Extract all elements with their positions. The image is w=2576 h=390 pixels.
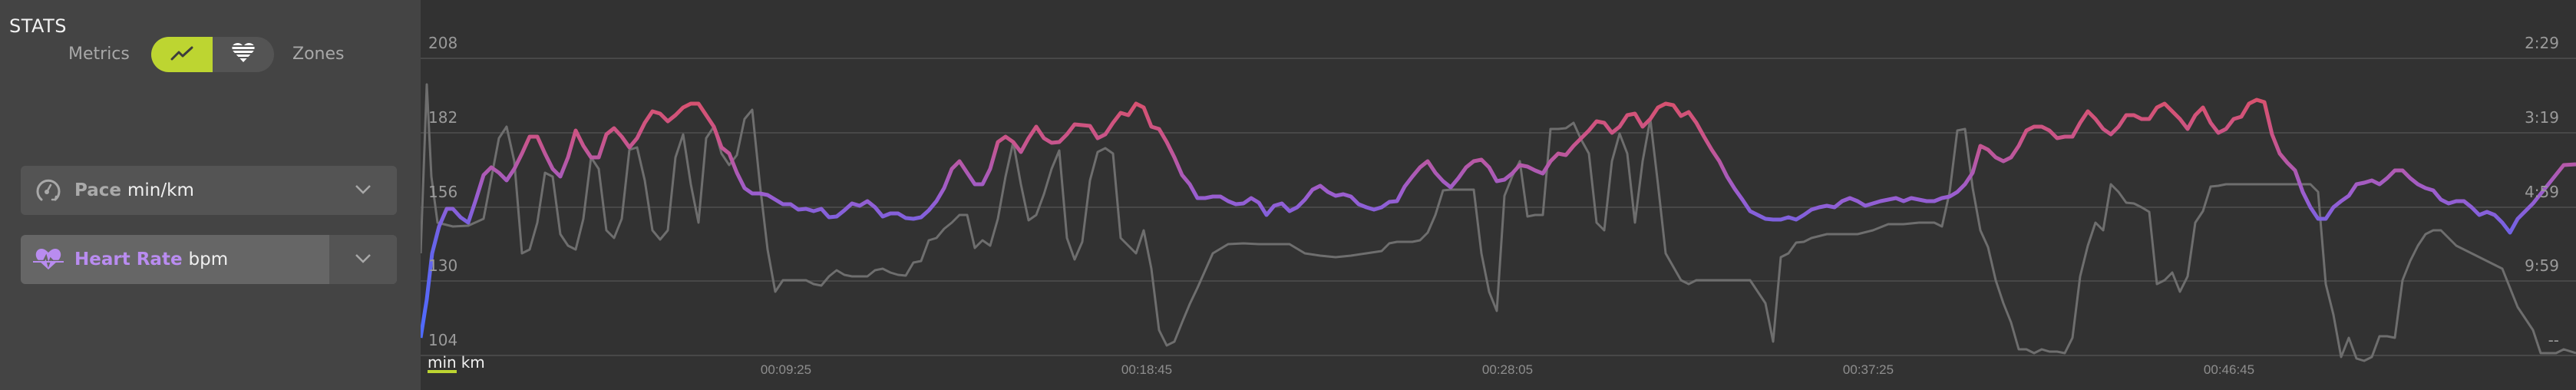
zones-toggle-button[interactable] — [213, 37, 274, 72]
chevron-down-icon — [355, 253, 372, 267]
pace-metric-name: Pace — [74, 180, 121, 200]
pace-metric-selector[interactable]: Pace min/km — [21, 166, 397, 215]
stats-chart[interactable]: 208 182 156 130 104 2:29 3:19 4:59 9:59 … — [421, 0, 2576, 390]
pace-dropdown-button[interactable] — [329, 166, 397, 215]
unit-km-option[interactable]: km — [461, 353, 485, 372]
y-right-tick: 3:19 — [2525, 108, 2559, 127]
x-tick: 00:37:25 — [1842, 362, 1894, 377]
y-left-tick: 182 — [428, 108, 458, 127]
y-right-tick-empty: -- — [2548, 331, 2559, 349]
pace-metric-unit: min/km — [127, 180, 194, 200]
heart-rate-metric-main[interactable]: Heart Rate bpm — [21, 235, 328, 284]
stats-sidebar: STATS Metrics — [0, 0, 421, 390]
heart-zones-icon — [232, 42, 255, 67]
metrics-toggle-button[interactable] — [151, 37, 213, 72]
y-left-tick: 156 — [428, 183, 458, 201]
x-tick: 00:18:45 — [1121, 362, 1173, 377]
stats-title: STATS — [9, 15, 67, 37]
pace-metric-main[interactable]: Pace min/km — [21, 166, 328, 215]
heart-rate-metric-selector[interactable]: Heart Rate bpm — [21, 235, 397, 284]
y-left-tick: 130 — [428, 256, 458, 275]
heart-rate-metric-name: Heart Rate — [74, 250, 183, 269]
y-right-tick: 4:59 — [2525, 183, 2559, 201]
y-left-tick: 208 — [428, 34, 458, 52]
x-tick: 00:28:05 — [1481, 362, 1534, 377]
heart-rate-metric-unit: bpm — [188, 250, 229, 269]
chart-canvas[interactable] — [421, 0, 2576, 390]
heart-rate-line — [421, 98, 2576, 339]
unit-min-option[interactable]: min — [428, 353, 457, 373]
y-right-tick: 9:59 — [2525, 256, 2559, 275]
heart-rate-icon — [33, 244, 64, 275]
line-chart-icon — [170, 45, 193, 64]
speedometer-icon — [33, 175, 64, 206]
x-tick: 00:09:25 — [760, 362, 812, 377]
zones-label: Zones — [292, 45, 345, 64]
y-right-tick: 2:29 — [2525, 34, 2559, 52]
y-left-tick: 104 — [428, 331, 458, 349]
pace-line — [421, 83, 2576, 362]
x-axis-unit-toggle[interactable]: min km — [428, 353, 485, 373]
x-tick: 00:46:45 — [2203, 362, 2255, 377]
metrics-label: Metrics — [68, 45, 130, 64]
view-toggle-row: Metrics — [0, 37, 421, 72]
view-toggle[interactable] — [151, 37, 274, 72]
heart-rate-dropdown-button[interactable] — [329, 235, 397, 284]
chevron-down-icon — [355, 183, 372, 198]
